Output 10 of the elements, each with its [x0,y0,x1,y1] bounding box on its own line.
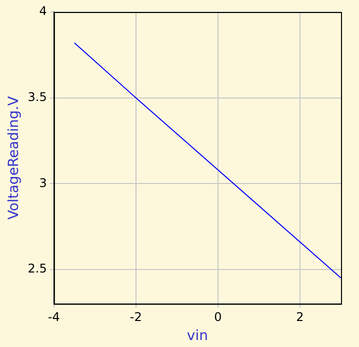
x-axis-title: vin [186,328,208,344]
x-tick-label: 2 [296,310,304,324]
x-tick-label: -4 [48,310,60,324]
x-tick-label: -2 [130,310,142,324]
y-tick-label: 3.5 [28,90,47,104]
y-axis-title: VoltageReading.V [6,96,22,220]
y-tick-label: 4 [39,4,47,18]
y-tick-label: 2.5 [28,262,47,276]
x-tick-label: 0 [214,310,222,324]
y-tick-label: 3 [39,176,47,190]
